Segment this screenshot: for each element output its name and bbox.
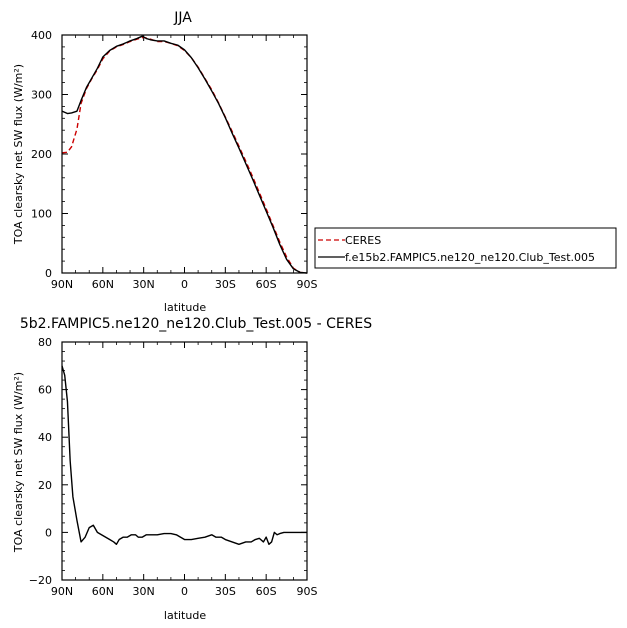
legend-label-ceres: CERES <box>345 234 381 247</box>
top-x-tick-label: 0 <box>181 278 188 291</box>
bottom-y-tick-label: 40 <box>38 431 52 444</box>
top-series-line-1 <box>61 36 308 274</box>
bottom-x-tick-label: 30S <box>215 585 236 598</box>
bottom-x-tick-label: 0 <box>181 585 188 598</box>
top-plot-area: 0 100 200 300 400 90N 60N 30N 0 30S 60S 90S <box>31 29 318 291</box>
top-x-tick-label: 30S <box>215 278 236 291</box>
legend-label-model: f.e15b2.FAMPIC5.ne120_ne120.Club_Test.00… <box>345 251 595 264</box>
bottom-x-tick-label: 90S <box>297 585 318 598</box>
bottom-x-tick-label: 90N <box>51 585 73 598</box>
top-x-tick-label: 60N <box>92 278 114 291</box>
top-chart-title: JJA <box>173 10 192 26</box>
bottom-y-tick-label: 60 <box>38 384 52 397</box>
top-panel: JJA TOA clearsky net SW flux (W/m²) 0 100… <box>12 10 318 314</box>
bottom-chart-title: 5b2.FAMPIC5.ne120_ne120.Club_Test.005 - … <box>20 316 372 332</box>
top-x-tick-label: 60S <box>256 278 277 291</box>
bottom-series-line-1 <box>61 365 307 545</box>
top-plot-frame <box>61 34 308 274</box>
bottom-x-tick-label: 60S <box>256 585 277 598</box>
top-y-tick-label: 100 <box>31 208 52 221</box>
bottom-x-tick-label: 60N <box>92 585 114 598</box>
bottom-y-tick-label: 20 <box>38 479 52 492</box>
bottom-y-axis-label: TOA clearsky net SW flux (W/m²) <box>12 372 25 553</box>
top-x-tick-label: 90N <box>51 278 73 291</box>
top-x-tick-label: 30N <box>133 278 155 291</box>
top-x-axis-label: latitude <box>164 301 206 314</box>
top-y-tick-label: 400 <box>31 29 52 42</box>
top-y-tick-label: 0 <box>45 267 52 280</box>
bottom-panel: 5b2.FAMPIC5.ne120_ne120.Club_Test.005 - … <box>12 316 372 622</box>
bottom-y-tick-label: 0 <box>45 526 52 539</box>
legend-box <box>314 227 617 269</box>
bottom-x-axis-label: latitude <box>164 609 206 622</box>
top-y-axis-label: TOA clearsky net SW flux (W/m²) <box>12 64 25 245</box>
legend: CERES f.e15b2.FAMPIC5.ne120_ne120.Club_T… <box>314 227 617 269</box>
bottom-y-tick-label: 80 <box>38 336 52 349</box>
top-series-line-2 <box>61 35 308 274</box>
bottom-y-tick-label: −20 <box>29 574 52 587</box>
top-x-tick-label: 90S <box>297 278 318 291</box>
bottom-plot-frame <box>61 341 308 581</box>
top-y-tick-label: 300 <box>31 89 52 102</box>
top-y-tick-label: 200 <box>31 148 52 161</box>
bottom-x-tick-label: 30N <box>133 585 155 598</box>
bottom-plot-area: −20 0 20 40 60 80 90N 60N 30N 0 30S 60S 90S <box>29 336 318 598</box>
